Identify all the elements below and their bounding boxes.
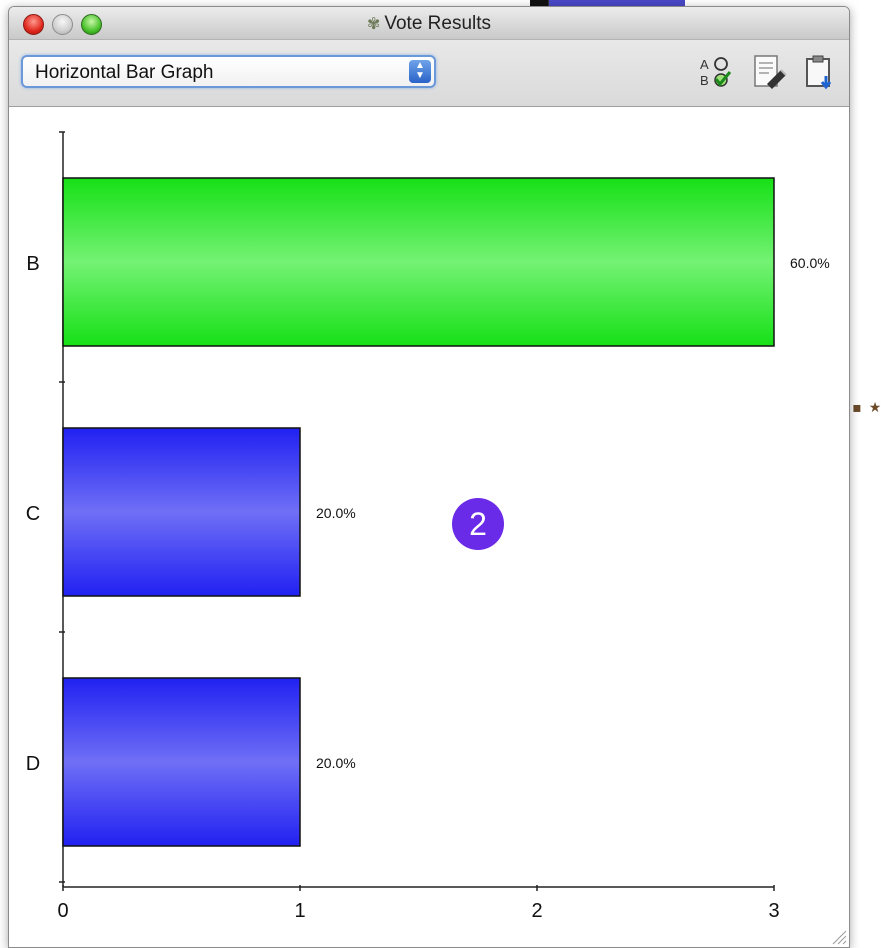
zoom-window-button[interactable] — [81, 14, 102, 35]
step-number-badge: 2 — [452, 498, 504, 550]
window-title: Vote Results — [384, 13, 492, 34]
vote-results-window: ✾ Vote Results Horizontal Bar Graph ▲ ▼ A … — [8, 6, 850, 948]
clipboard-copy-icon[interactable] — [802, 54, 838, 90]
badge-icon: ✾ — [366, 14, 381, 33]
title-bar[interactable]: ✾ Vote Results — [9, 7, 849, 40]
bar-C — [62, 427, 301, 597]
close-window-button[interactable] — [23, 14, 44, 35]
background-desktop-icons: ▪ ★ — [848, 400, 887, 426]
value-label-C: 20.0% — [316, 505, 356, 521]
value-label-D: 20.0% — [316, 755, 356, 771]
x-tick-label: 0 — [57, 900, 68, 922]
minimize-window-button[interactable] — [52, 14, 73, 35]
x-tick-label: 2 — [531, 900, 542, 922]
category-label-B: B — [26, 253, 39, 275]
star-icon: ★ — [868, 400, 882, 416]
x-tick-label: 3 — [768, 900, 779, 922]
window-title-group: ✾ Vote Results — [9, 13, 849, 35]
value-label-B: 60.0% — [790, 255, 830, 271]
resize-grip-icon[interactable] — [829, 927, 847, 945]
bar-B — [62, 177, 775, 347]
category-label-D: D — [26, 753, 40, 775]
graph-type-select[interactable]: Horizontal Bar Graph ▲ ▼ — [21, 55, 436, 88]
bar-D — [62, 677, 301, 847]
select-arrows-icon: ▲ ▼ — [409, 60, 431, 83]
background-window-fragment — [530, 0, 550, 10]
document-edit-icon[interactable] — [751, 54, 787, 90]
spell-check-icon[interactable]: A B — [697, 54, 733, 90]
toolbar: Horizontal Bar Graph ▲ ▼ A B — [9, 40, 849, 107]
graph-type-select-value: Horizontal Bar Graph — [35, 62, 214, 83]
spell-icon-letter-b: B — [700, 73, 709, 88]
spell-icon-letter-a: A — [700, 57, 709, 72]
background-window-fragment-purple — [548, 0, 685, 10]
desktop-icon: ▪ — [852, 400, 862, 416]
chart-area: B 60.0% C 20.0% D 20.0% 0 1 2 3 — [9, 107, 849, 947]
x-tick-label: 1 — [294, 900, 305, 922]
horizontal-bar-chart: B 60.0% C 20.0% D 20.0% 0 1 2 3 — [26, 131, 830, 922]
category-label-C: C — [26, 503, 40, 525]
